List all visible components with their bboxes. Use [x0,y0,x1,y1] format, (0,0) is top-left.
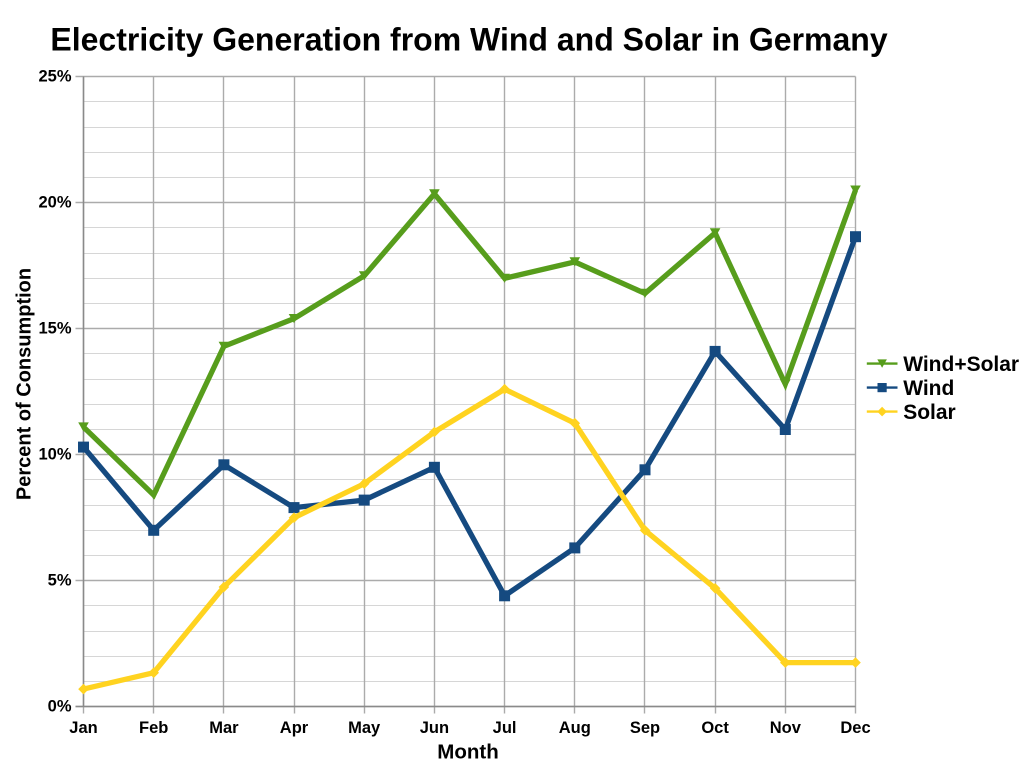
svg-text:25%: 25% [38,68,71,86]
svg-text:5%: 5% [48,572,72,590]
svg-text:Oct: Oct [701,719,729,737]
svg-text:Wind+Solar: Wind+Solar [903,353,1019,376]
svg-text:Jun: Jun [420,719,449,737]
svg-text:May: May [348,719,381,737]
svg-text:Wind: Wind [903,377,954,400]
svg-text:Jan: Jan [69,719,97,737]
svg-text:Electricity Generation from Wi: Electricity Generation from Wind and Sol… [50,21,887,57]
svg-text:Mar: Mar [209,719,239,737]
svg-text:10%: 10% [38,446,71,464]
svg-text:Month: Month [437,741,498,764]
svg-text:Apr: Apr [280,719,309,737]
svg-text:20%: 20% [38,194,71,212]
svg-text:Jul: Jul [493,719,517,737]
svg-text:15%: 15% [38,320,71,338]
svg-text:Feb: Feb [139,719,168,737]
svg-text:Percent of Consumption: Percent of Consumption [14,268,36,500]
svg-text:Solar: Solar [903,401,956,424]
svg-text:0%: 0% [48,698,72,716]
svg-text:Nov: Nov [770,719,802,737]
svg-text:Aug: Aug [559,719,591,737]
svg-text:Sep: Sep [630,719,660,737]
svg-text:Dec: Dec [840,719,870,737]
